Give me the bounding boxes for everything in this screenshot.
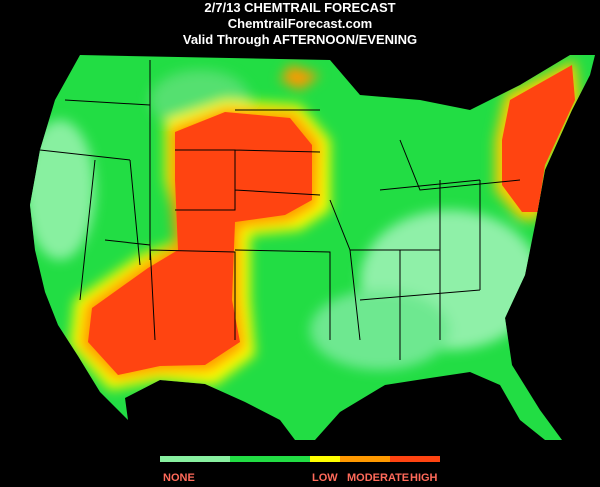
map-land (30, 55, 595, 440)
legend-swatch (230, 456, 310, 462)
high-zone-northeast (502, 65, 575, 212)
legend-label: NONE (163, 472, 195, 484)
high-zone-west (88, 112, 312, 375)
legend-label: HIGH (410, 472, 438, 484)
legend-swatch (340, 456, 390, 462)
legend-label: MODERATE (347, 472, 409, 484)
legend-swatch (310, 456, 340, 462)
legend-swatch (390, 456, 440, 462)
legend-swatch (160, 456, 230, 462)
legend-bar (160, 456, 440, 462)
legend-label: LOW (312, 472, 338, 484)
title-line: ChemtrailForecast.com (228, 16, 373, 31)
title-line: 2/7/13 CHEMTRAIL FORECAST (204, 0, 395, 15)
state-borders (39, 60, 521, 360)
title-line: Valid Through AFTERNOON/EVENING (183, 32, 417, 47)
